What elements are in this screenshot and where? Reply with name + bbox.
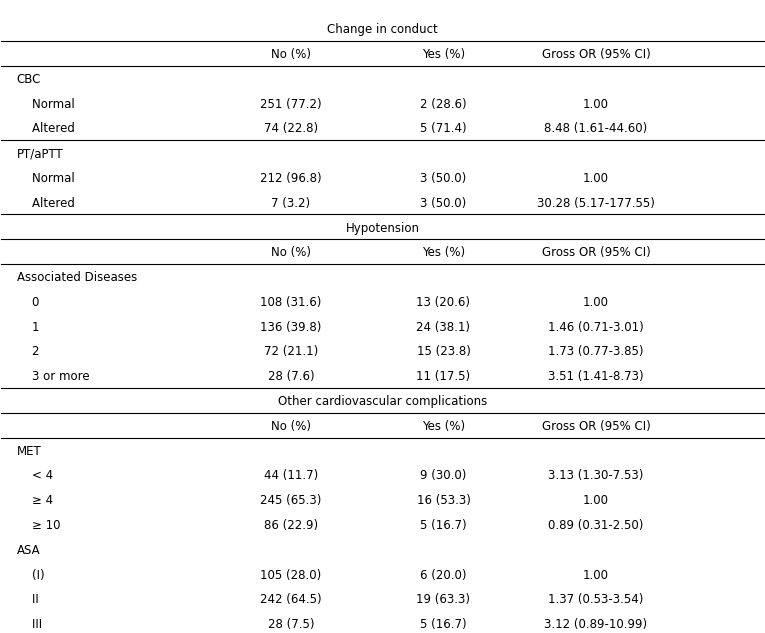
Text: 1.73 (0.77-3.85): 1.73 (0.77-3.85): [549, 346, 643, 358]
Text: 3 (50.0): 3 (50.0): [420, 172, 467, 185]
Text: 28 (7.5): 28 (7.5): [268, 618, 314, 631]
Text: 74 (22.8): 74 (22.8): [264, 122, 318, 135]
Text: Yes (%): Yes (%): [422, 48, 465, 61]
Text: 72 (21.1): 72 (21.1): [264, 346, 318, 358]
Text: Other cardiovascular complications: Other cardiovascular complications: [278, 395, 487, 408]
Text: 1: 1: [17, 321, 39, 334]
Text: 3.51 (1.41-8.73): 3.51 (1.41-8.73): [548, 370, 643, 384]
Text: 105 (28.0): 105 (28.0): [260, 568, 321, 582]
Text: Gross OR (95% CI): Gross OR (95% CI): [542, 48, 650, 61]
Text: CBC: CBC: [17, 73, 41, 85]
Text: (I): (I): [17, 568, 44, 582]
Text: Normal: Normal: [17, 172, 74, 185]
Text: 2: 2: [17, 346, 39, 358]
Text: ≥ 4: ≥ 4: [17, 494, 53, 507]
Text: 30.28 (5.17-177.55): 30.28 (5.17-177.55): [537, 197, 655, 210]
Text: 242 (64.5): 242 (64.5): [260, 594, 322, 606]
Text: 1.00: 1.00: [583, 172, 609, 185]
Text: No (%): No (%): [271, 420, 311, 433]
Text: Yes (%): Yes (%): [422, 420, 465, 433]
Text: 19 (63.3): 19 (63.3): [416, 594, 470, 606]
Text: Gross OR (95% CI): Gross OR (95% CI): [542, 420, 650, 433]
Text: 3.12 (0.89-10.99): 3.12 (0.89-10.99): [545, 618, 647, 631]
Text: 11 (17.5): 11 (17.5): [416, 370, 470, 384]
Text: 5 (16.7): 5 (16.7): [420, 618, 467, 631]
Text: 245 (65.3): 245 (65.3): [260, 494, 322, 507]
Text: Yes (%): Yes (%): [422, 246, 465, 260]
Text: MET: MET: [17, 445, 41, 458]
Text: 3 or more: 3 or more: [17, 370, 90, 384]
Text: 9 (30.0): 9 (30.0): [420, 470, 467, 482]
Text: 0.89 (0.31-2.50): 0.89 (0.31-2.50): [549, 519, 643, 532]
Text: ≥ 10: ≥ 10: [17, 519, 60, 532]
Text: 2 (28.6): 2 (28.6): [420, 97, 467, 111]
Text: II: II: [17, 594, 38, 606]
Text: 1.37 (0.53-3.54): 1.37 (0.53-3.54): [549, 594, 643, 606]
Text: III: III: [17, 618, 42, 631]
Text: 86 (22.9): 86 (22.9): [264, 519, 318, 532]
Text: Normal: Normal: [17, 97, 74, 111]
Text: 28 (7.6): 28 (7.6): [268, 370, 314, 384]
Text: 1.00: 1.00: [583, 568, 609, 582]
Text: 44 (11.7): 44 (11.7): [264, 470, 318, 482]
Text: < 4: < 4: [17, 470, 53, 482]
Text: Change in conduct: Change in conduct: [327, 23, 438, 36]
Text: PT/aPTT: PT/aPTT: [17, 147, 63, 160]
Text: 3.13 (1.30-7.53): 3.13 (1.30-7.53): [549, 470, 643, 482]
Text: 136 (39.8): 136 (39.8): [260, 321, 322, 334]
Text: ASA: ASA: [17, 544, 41, 557]
Text: Associated Diseases: Associated Diseases: [17, 271, 137, 284]
Text: Altered: Altered: [17, 122, 74, 135]
Text: 1.00: 1.00: [583, 296, 609, 309]
Text: 24 (38.1): 24 (38.1): [416, 321, 470, 334]
Text: Altered: Altered: [17, 197, 74, 210]
Text: Gross OR (95% CI): Gross OR (95% CI): [542, 246, 650, 260]
Text: 5 (16.7): 5 (16.7): [420, 519, 467, 532]
Text: 212 (96.8): 212 (96.8): [260, 172, 322, 185]
Text: 251 (77.2): 251 (77.2): [260, 97, 322, 111]
Text: 7 (3.2): 7 (3.2): [272, 197, 311, 210]
Text: 1.46 (0.71-3.01): 1.46 (0.71-3.01): [548, 321, 644, 334]
Text: 108 (31.6): 108 (31.6): [260, 296, 322, 309]
Text: 6 (20.0): 6 (20.0): [420, 568, 467, 582]
Text: 5 (71.4): 5 (71.4): [420, 122, 467, 135]
Text: 16 (53.3): 16 (53.3): [416, 494, 470, 507]
Text: 3 (50.0): 3 (50.0): [420, 197, 467, 210]
Text: 1.00: 1.00: [583, 97, 609, 111]
Text: No (%): No (%): [271, 246, 311, 260]
Text: Hypotension: Hypotension: [346, 222, 419, 234]
Text: No (%): No (%): [271, 48, 311, 61]
Text: 0: 0: [17, 296, 39, 309]
Text: 8.48 (1.61-44.60): 8.48 (1.61-44.60): [544, 122, 647, 135]
Text: 13 (20.6): 13 (20.6): [416, 296, 470, 309]
Text: 1.00: 1.00: [583, 494, 609, 507]
Text: 15 (23.8): 15 (23.8): [416, 346, 470, 358]
